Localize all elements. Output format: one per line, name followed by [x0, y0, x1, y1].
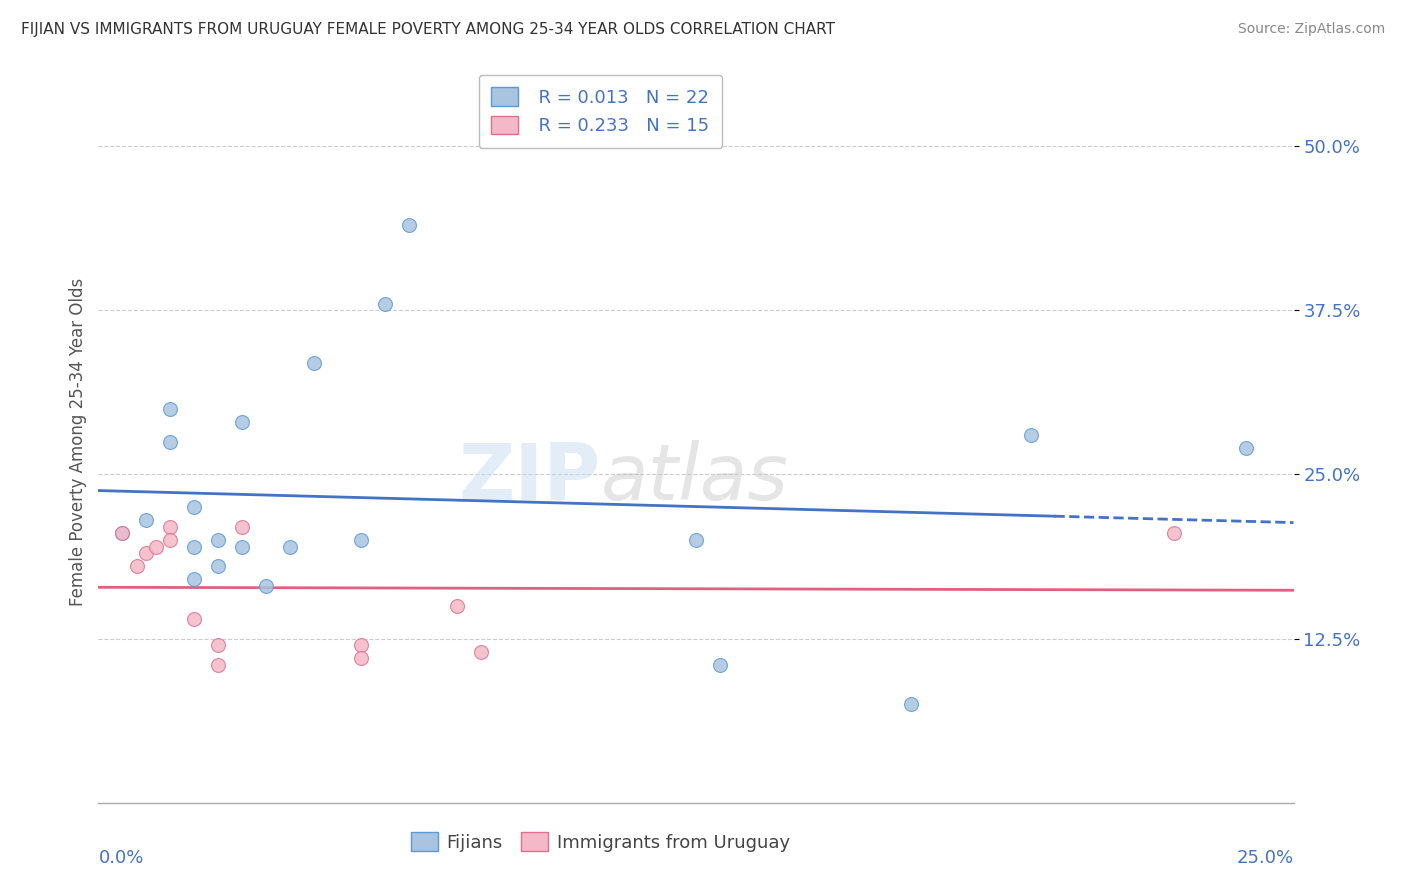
Point	[125, 559, 148, 574]
Text: ZIP: ZIP	[458, 440, 600, 516]
Point	[145, 540, 167, 554]
Point	[183, 573, 205, 587]
Point	[207, 657, 229, 672]
Point	[1019, 428, 1042, 442]
Point	[398, 218, 420, 232]
Point	[207, 559, 229, 574]
Text: FIJIAN VS IMMIGRANTS FROM URUGUAY FEMALE POVERTY AMONG 25-34 YEAR OLDS CORRELATI: FIJIAN VS IMMIGRANTS FROM URUGUAY FEMALE…	[21, 22, 835, 37]
Text: atlas: atlas	[600, 440, 789, 516]
Point	[207, 533, 229, 547]
Point	[470, 645, 492, 659]
Text: Source: ZipAtlas.com: Source: ZipAtlas.com	[1237, 22, 1385, 37]
Point	[159, 401, 181, 416]
Point	[1163, 526, 1185, 541]
Point	[207, 638, 229, 652]
Point	[254, 579, 277, 593]
Point	[302, 356, 325, 370]
Point	[900, 698, 922, 712]
Point	[231, 415, 253, 429]
Point	[278, 540, 301, 554]
Point	[135, 513, 157, 527]
Point	[350, 638, 373, 652]
Legend: Fijians, Immigrants from Uruguay: Fijians, Immigrants from Uruguay	[404, 825, 797, 859]
Point	[159, 520, 181, 534]
Point	[135, 546, 157, 560]
Point	[183, 612, 205, 626]
Point	[183, 500, 205, 515]
Point	[159, 533, 181, 547]
Point	[374, 296, 396, 310]
Point	[111, 526, 134, 541]
Point	[685, 533, 707, 547]
Y-axis label: Female Poverty Among 25-34 Year Olds: Female Poverty Among 25-34 Year Olds	[69, 277, 87, 606]
Point	[183, 540, 205, 554]
Point	[446, 599, 468, 613]
Point	[231, 520, 253, 534]
Text: 25.0%: 25.0%	[1236, 849, 1294, 867]
Point	[709, 657, 731, 672]
Point	[231, 540, 253, 554]
Point	[111, 526, 134, 541]
Point	[1234, 441, 1257, 455]
Point	[159, 434, 181, 449]
Point	[350, 651, 373, 665]
Text: 0.0%: 0.0%	[98, 849, 143, 867]
Point	[350, 533, 373, 547]
